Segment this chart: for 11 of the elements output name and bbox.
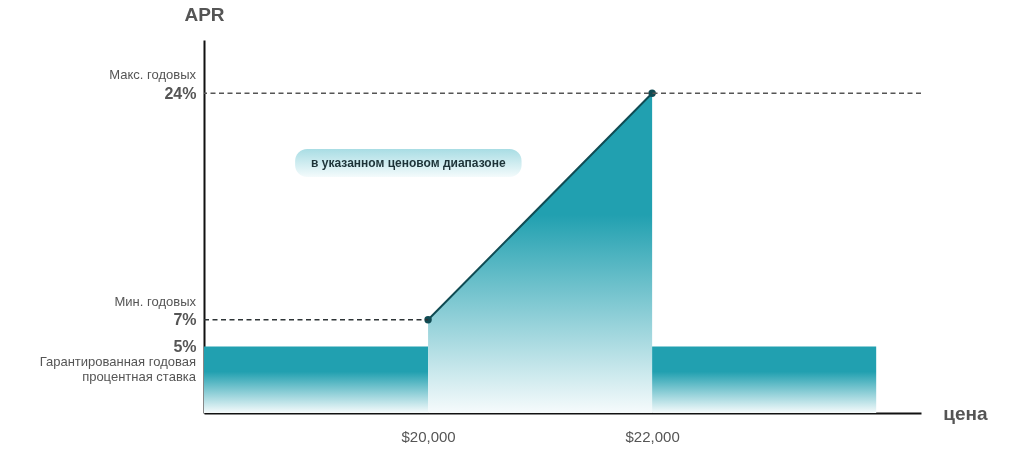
text: Гарантированная годовая процентная ставка <box>39 354 197 385</box>
text: Мин. годовых <box>114 293 197 309</box>
x-axis-title: цена <box>943 402 989 424</box>
text: Макс. годовых <box>109 67 197 83</box>
y-tick-label: 7% <box>173 311 197 329</box>
annotation: в указанном ценовом диапазоне <box>311 156 506 171</box>
y-tick-label: 5% <box>173 337 197 355</box>
x-tick-label: $20,000 <box>401 427 456 445</box>
x-tick-label: $22,000 <box>625 427 680 445</box>
y-tick-label: 24% <box>164 84 197 102</box>
y-axis-title: APR <box>184 3 225 25</box>
